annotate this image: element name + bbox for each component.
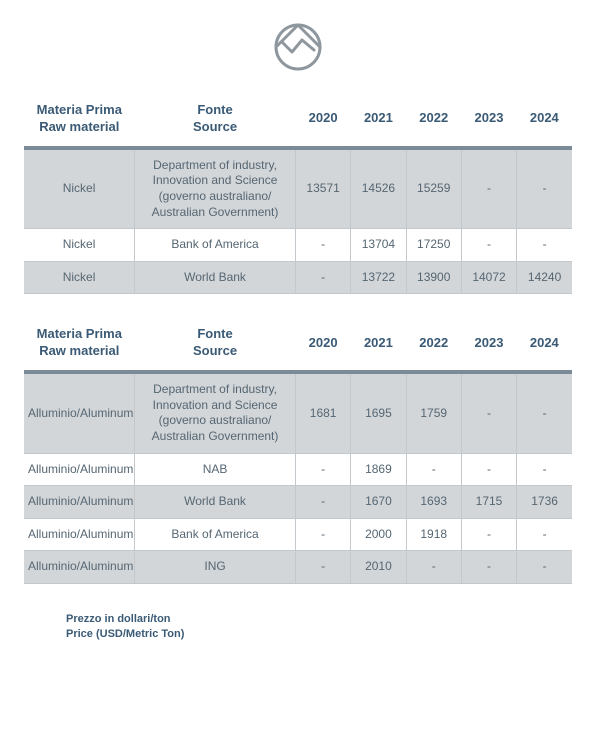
cell-value: 1693 <box>406 486 461 519</box>
cell-source: Bank of America <box>135 229 296 262</box>
cell-material: Alluminio/Aluminum <box>24 486 135 519</box>
cell-value: 13722 <box>351 261 406 294</box>
footnote-it: Prezzo in dollari/ton <box>66 612 572 627</box>
cell-value: 13704 <box>351 229 406 262</box>
logo <box>24 20 572 74</box>
table-row: Alluminio/AluminumDepartment of industry… <box>24 372 572 453</box>
footnote-en: Price (USD/Metric Ton) <box>66 627 572 642</box>
cell-source: ING <box>135 551 296 584</box>
cell-material: Alluminio/Aluminum <box>24 551 135 584</box>
cell-value: - <box>517 453 572 486</box>
cell-value: - <box>517 229 572 262</box>
cell-source: Department of industry, Innovation and S… <box>135 148 296 229</box>
cell-source: Bank of America <box>135 518 296 551</box>
cell-value: - <box>461 551 516 584</box>
cell-material: Alluminio/Aluminum <box>24 453 135 486</box>
cell-value: - <box>406 453 461 486</box>
cell-value: 15259 <box>406 148 461 229</box>
cell-value: 1670 <box>351 486 406 519</box>
col-2023: 2023 <box>461 98 516 148</box>
table-row: NickelDepartment of industry, Innovation… <box>24 148 572 229</box>
col-source: Fonte Source <box>135 322 296 372</box>
cell-material: Alluminio/Aluminum <box>24 372 135 453</box>
col-2024: 2024 <box>517 322 572 372</box>
table-row: NickelBank of America-1370417250-- <box>24 229 572 262</box>
nickel-table: Materia Prima Raw material Fonte Source … <box>24 98 572 294</box>
cell-source: Department of industry, Innovation and S… <box>135 372 296 453</box>
cell-material: Nickel <box>24 261 135 294</box>
cell-value: - <box>406 551 461 584</box>
cell-value: 13900 <box>406 261 461 294</box>
cell-source: NAB <box>135 453 296 486</box>
logo-icon <box>268 20 328 74</box>
cell-material: Nickel <box>24 229 135 262</box>
table-header: Materia Prima Raw material Fonte Source … <box>24 322 572 372</box>
col-2023: 2023 <box>461 322 516 372</box>
cell-value: 14526 <box>351 148 406 229</box>
cell-value: 1759 <box>406 372 461 453</box>
cell-value: 1695 <box>351 372 406 453</box>
footnote: Prezzo in dollari/ton Price (USD/Metric … <box>66 612 572 642</box>
col-2024: 2024 <box>517 98 572 148</box>
cell-value: - <box>461 453 516 486</box>
cell-value: 1918 <box>406 518 461 551</box>
cell-value: 1681 <box>295 372 350 453</box>
cell-value: 2010 <box>351 551 406 584</box>
cell-value: 14072 <box>461 261 516 294</box>
cell-source: World Bank <box>135 486 296 519</box>
cell-value: - <box>461 148 516 229</box>
cell-value: - <box>517 372 572 453</box>
col-2022: 2022 <box>406 322 461 372</box>
col-2022: 2022 <box>406 98 461 148</box>
cell-value: - <box>295 229 350 262</box>
col-material-it: Materia Prima <box>37 102 122 117</box>
table-row: Alluminio/AluminumWorld Bank-16701693171… <box>24 486 572 519</box>
col-material: Materia Prima Raw material <box>24 98 135 148</box>
col-material-it: Materia Prima <box>37 326 122 341</box>
col-2021: 2021 <box>351 98 406 148</box>
cell-value: 13571 <box>295 148 350 229</box>
aluminum-table: Materia Prima Raw material Fonte Source … <box>24 322 572 584</box>
page: Materia Prima Raw material Fonte Source … <box>0 0 596 672</box>
cell-value: - <box>517 148 572 229</box>
col-source: Fonte Source <box>135 98 296 148</box>
cell-value: - <box>295 453 350 486</box>
table-row: Alluminio/AluminumING-2010--- <box>24 551 572 584</box>
col-2021: 2021 <box>351 322 406 372</box>
cell-value: - <box>295 486 350 519</box>
col-2020: 2020 <box>295 98 350 148</box>
cell-value: - <box>461 372 516 453</box>
col-source-en: Source <box>139 119 292 136</box>
table-row: Alluminio/AluminumNAB-1869--- <box>24 453 572 486</box>
cell-value: - <box>517 551 572 584</box>
table-row: NickelWorld Bank-13722139001407214240 <box>24 261 572 294</box>
cell-value: 14240 <box>517 261 572 294</box>
table-body: NickelDepartment of industry, Innovation… <box>24 148 572 294</box>
col-source-it: Fonte <box>197 102 232 117</box>
cell-value: - <box>295 551 350 584</box>
col-2020: 2020 <box>295 322 350 372</box>
cell-source: World Bank <box>135 261 296 294</box>
cell-value: - <box>517 518 572 551</box>
cell-value: 1736 <box>517 486 572 519</box>
col-source-en: Source <box>139 343 292 360</box>
cell-value: - <box>461 229 516 262</box>
col-material-en: Raw material <box>28 119 131 136</box>
table-header: Materia Prima Raw material Fonte Source … <box>24 98 572 148</box>
col-material-en: Raw material <box>28 343 131 360</box>
table-row: Alluminio/AluminumBank of America-200019… <box>24 518 572 551</box>
cell-value: - <box>461 518 516 551</box>
cell-value: 17250 <box>406 229 461 262</box>
cell-value: 1715 <box>461 486 516 519</box>
cell-value: - <box>295 518 350 551</box>
cell-material: Nickel <box>24 148 135 229</box>
cell-value: - <box>295 261 350 294</box>
col-source-it: Fonte <box>197 326 232 341</box>
col-material: Materia Prima Raw material <box>24 322 135 372</box>
cell-material: Alluminio/Aluminum <box>24 518 135 551</box>
cell-value: 2000 <box>351 518 406 551</box>
table-body: Alluminio/AluminumDepartment of industry… <box>24 372 572 583</box>
cell-value: 1869 <box>351 453 406 486</box>
